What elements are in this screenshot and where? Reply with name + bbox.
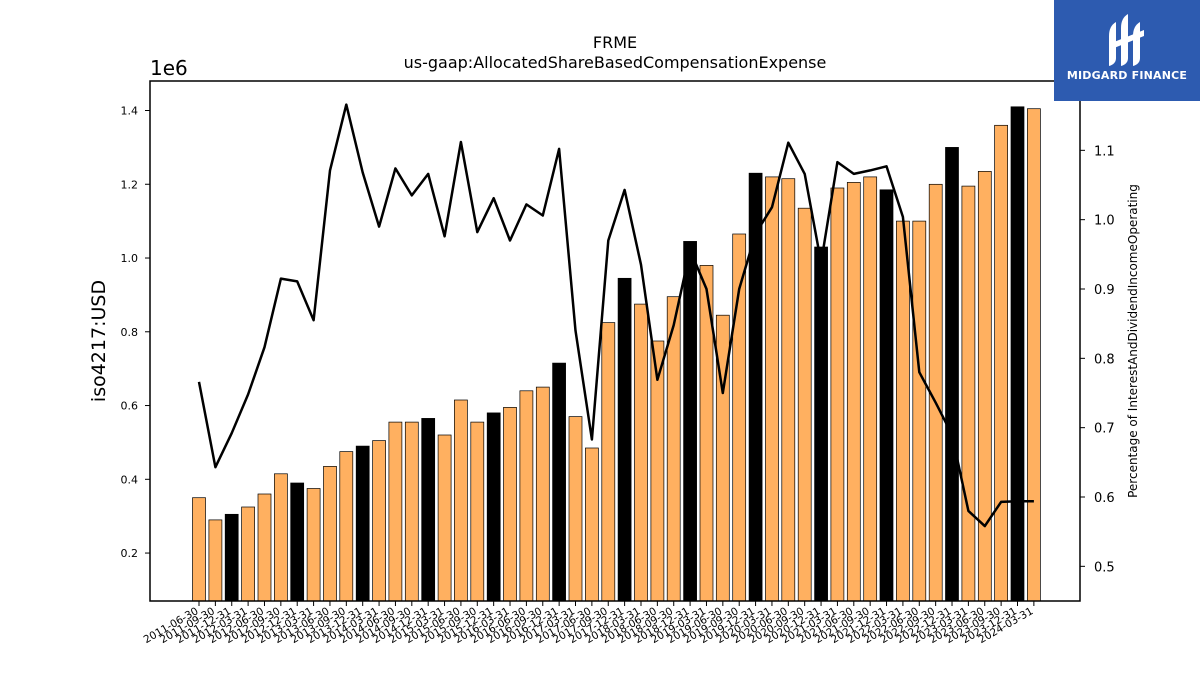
y2-tick-label: 0.7: [1094, 422, 1115, 437]
bar: [896, 220, 910, 602]
bar: [274, 473, 288, 602]
y2-tick-label: 0.5: [1094, 560, 1115, 575]
bar: [503, 407, 517, 602]
bar: [585, 447, 599, 602]
bar: [634, 303, 648, 602]
bar: [208, 519, 223, 602]
bar: [519, 390, 534, 602]
y-axis-label: iso4217:USD: [88, 280, 110, 402]
bar: [257, 493, 272, 602]
y-tick-label: 0.2: [121, 547, 139, 560]
y-axis-offset-label: 1e6: [150, 56, 188, 80]
bar: [421, 418, 436, 602]
chart-subtitle: us-gaap:AllocatedShareBasedCompensationE…: [404, 53, 827, 72]
bar: [306, 488, 321, 602]
y-tick-label: 0.8: [121, 326, 139, 339]
bar: [470, 421, 485, 602]
bar: [192, 497, 206, 602]
bar: [552, 362, 566, 602]
y2-tick-label: 0.9: [1094, 283, 1115, 298]
bar: [601, 322, 616, 602]
bar: [781, 178, 796, 602]
bar: [765, 176, 779, 602]
bar: [683, 241, 697, 602]
bar: [977, 171, 992, 602]
bar: [355, 445, 370, 602]
bar: [1027, 108, 1041, 602]
y-tick-label: 1.0: [121, 252, 139, 265]
bar: [879, 189, 894, 602]
brand-logo: MIDGARD FINANCE: [1054, 0, 1200, 101]
bar: [945, 147, 959, 602]
bar: [797, 207, 812, 602]
bar: [437, 434, 452, 602]
bar: [535, 386, 550, 602]
bar: [846, 182, 861, 602]
bar: [912, 220, 927, 602]
bar: [617, 277, 632, 602]
midgard-logo-icon: [1109, 14, 1144, 66]
bar: [241, 506, 255, 602]
bar: [339, 451, 354, 602]
y2-axis-label: Percentage of InterestAndDividendIncomeO…: [1126, 184, 1140, 498]
plot-frame: [149, 80, 1081, 602]
logo-text: MIDGARD FINANCE: [1066, 69, 1188, 82]
bar: [486, 412, 501, 602]
y-tick-label: 1.2: [121, 178, 139, 191]
y2-tick-label: 0.8: [1094, 352, 1115, 367]
bar: [224, 513, 239, 602]
chart-title: FRME: [593, 33, 637, 52]
y2-tick-label: 1.0: [1094, 214, 1115, 229]
series-line: [197, 103, 1034, 528]
y-tick-label: 0.4: [121, 473, 139, 486]
bar: [863, 176, 878, 602]
bar: [372, 440, 386, 602]
bar: [961, 185, 976, 602]
bar: [830, 187, 845, 602]
bar: [290, 482, 305, 602]
bar: [404, 421, 419, 602]
y-tick-label: 0.6: [121, 400, 139, 413]
y2-tick-label: 1.1: [1094, 144, 1115, 159]
bar: [814, 246, 828, 602]
bar: [454, 399, 468, 602]
bar: [568, 416, 583, 602]
bar: [323, 466, 337, 602]
y-tick-label: 1.4: [121, 105, 139, 118]
bar: [388, 421, 403, 602]
bar: [994, 124, 1008, 602]
y2-tick-label: 0.6: [1094, 491, 1115, 506]
bar: [1010, 106, 1025, 602]
